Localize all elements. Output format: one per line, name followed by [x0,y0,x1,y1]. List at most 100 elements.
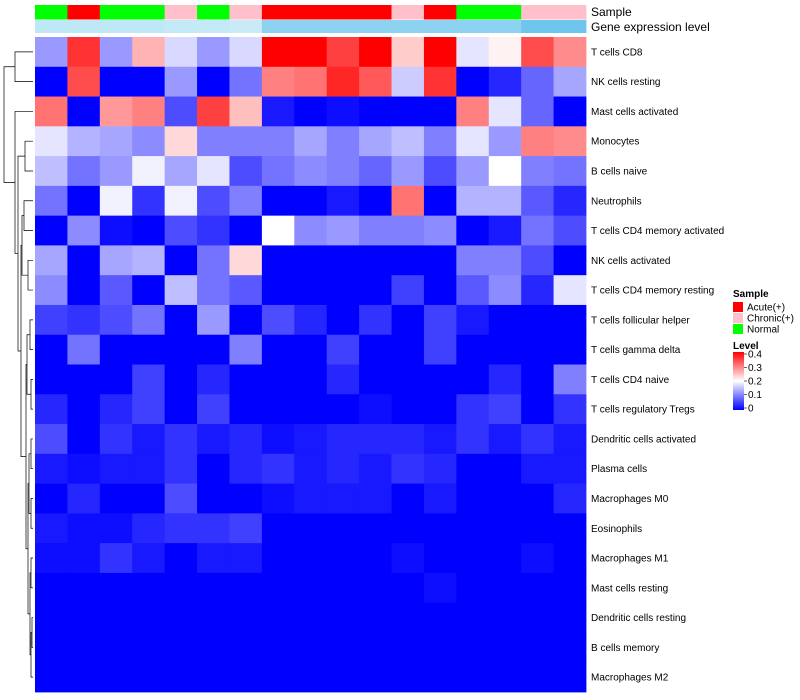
heatmap-cell [261,394,295,425]
heatmap-cell [456,424,490,455]
heatmap-cell [197,602,230,633]
heatmap-cell [391,572,425,604]
row-label: NK cells resting [591,77,660,88]
heatmap-cell [229,215,263,246]
heatmap-cell [521,632,554,663]
heatmap-cell [197,37,230,68]
heatmap-cell [99,245,133,276]
heatmap-cell [423,424,457,455]
heatmap-cell [197,513,230,544]
heatmap-cell [521,394,554,425]
dendrogram-link [20,245,26,457]
heatmap-cell [294,37,328,68]
heatmap-cell [261,96,295,127]
heatmap-cell [553,275,587,306]
heatmap-cell [423,66,457,97]
sample-annotation-cell [553,5,587,20]
heatmap-cell [359,662,392,693]
heatmap-cell [35,66,68,97]
sample-annotation-cell [359,5,392,20]
sample-annotation-cell [294,5,328,20]
row-dendrogram [3,51,33,678]
sample-legend-label: Normal [747,325,779,336]
heatmap-cell [294,215,328,246]
sample-legend-swatch [733,302,743,312]
heatmap-cell [326,185,360,217]
heatmap-cell [521,572,554,604]
heatmap-cell [326,602,360,633]
heatmap-cells [35,37,587,693]
heatmap-cell [99,66,133,97]
heatmap-cell [488,662,522,693]
heatmap-cell [132,185,166,217]
heatmap-cell [359,245,392,276]
heatmap-cell [99,483,133,514]
heatmap-cell [132,37,166,68]
heatmap-cell [488,513,522,544]
heatmap-cell [35,185,68,217]
heatmap-cell [261,215,295,246]
heatmap-cell [67,543,101,574]
dendrogram-link [24,140,33,172]
sample-legend-label: Chronic(+) [747,314,794,325]
heatmap-cell [359,215,392,246]
heatmap-cell [553,126,587,157]
heatmap-cell [326,275,360,306]
heatmap-cell [326,126,360,157]
heatmap-cell [294,662,328,693]
sample-annotation-cell [197,5,230,20]
heatmap-cell [261,275,295,306]
sample-annotation-cell [488,5,522,20]
heatmap-cell [521,96,554,127]
sample-annotation-cell [521,5,554,20]
row-label: Dendritic cells activated [591,434,696,445]
expression-annotation-cell [132,20,166,33]
heatmap-cell [99,632,133,663]
heatmap-cell [164,37,198,68]
heatmap-cell [229,66,263,97]
heatmap-cell [456,245,490,276]
heatmap-cell [326,662,360,693]
heatmap-cell [391,215,425,246]
heatmap-cell [67,632,101,663]
heatmap-cell [488,394,522,425]
expression-annotation-cell [521,20,554,33]
heatmap-cell [359,602,392,633]
heatmap-cell [326,364,360,395]
expression-annotation-cell [197,20,230,33]
heatmap-cell [261,602,295,633]
expression-annotation-cell [456,20,490,33]
heatmap-cell [99,543,133,574]
heatmap-cell [326,543,360,574]
heatmap-cell [132,245,166,276]
heatmap-cell [391,424,425,455]
heatmap-cell [359,126,392,157]
heatmap-cell [521,126,554,157]
heatmap-cell [35,602,68,633]
heatmap-cell [521,334,554,365]
dendrogram-link [27,259,33,291]
heatmap-cell [521,304,554,336]
heatmap-cell [261,156,295,187]
heatmap-cell [359,334,392,365]
row-label: T cells CD4 memory resting [591,286,714,297]
heatmap-cell [99,394,133,425]
heatmap-cell [553,304,587,336]
heatmap-cell [521,424,554,455]
heatmap-cell [326,96,360,127]
heatmap-cell [132,364,166,395]
heatmap-cell [391,334,425,365]
heatmap-cell [229,156,263,187]
heatmap-cell [391,364,425,395]
heatmap-cell [132,126,166,157]
heatmap-cell [229,572,263,604]
heatmap-cell [294,156,328,187]
heatmap-cell [423,37,457,68]
heatmap-cell [294,66,328,97]
heatmap-cell [553,632,587,663]
heatmap-cell [423,543,457,574]
heatmap-cell [229,96,263,127]
level-legend-tick-label: 0.2 [748,377,762,388]
heatmap-cell [67,37,101,68]
heatmap-cell [164,364,198,395]
